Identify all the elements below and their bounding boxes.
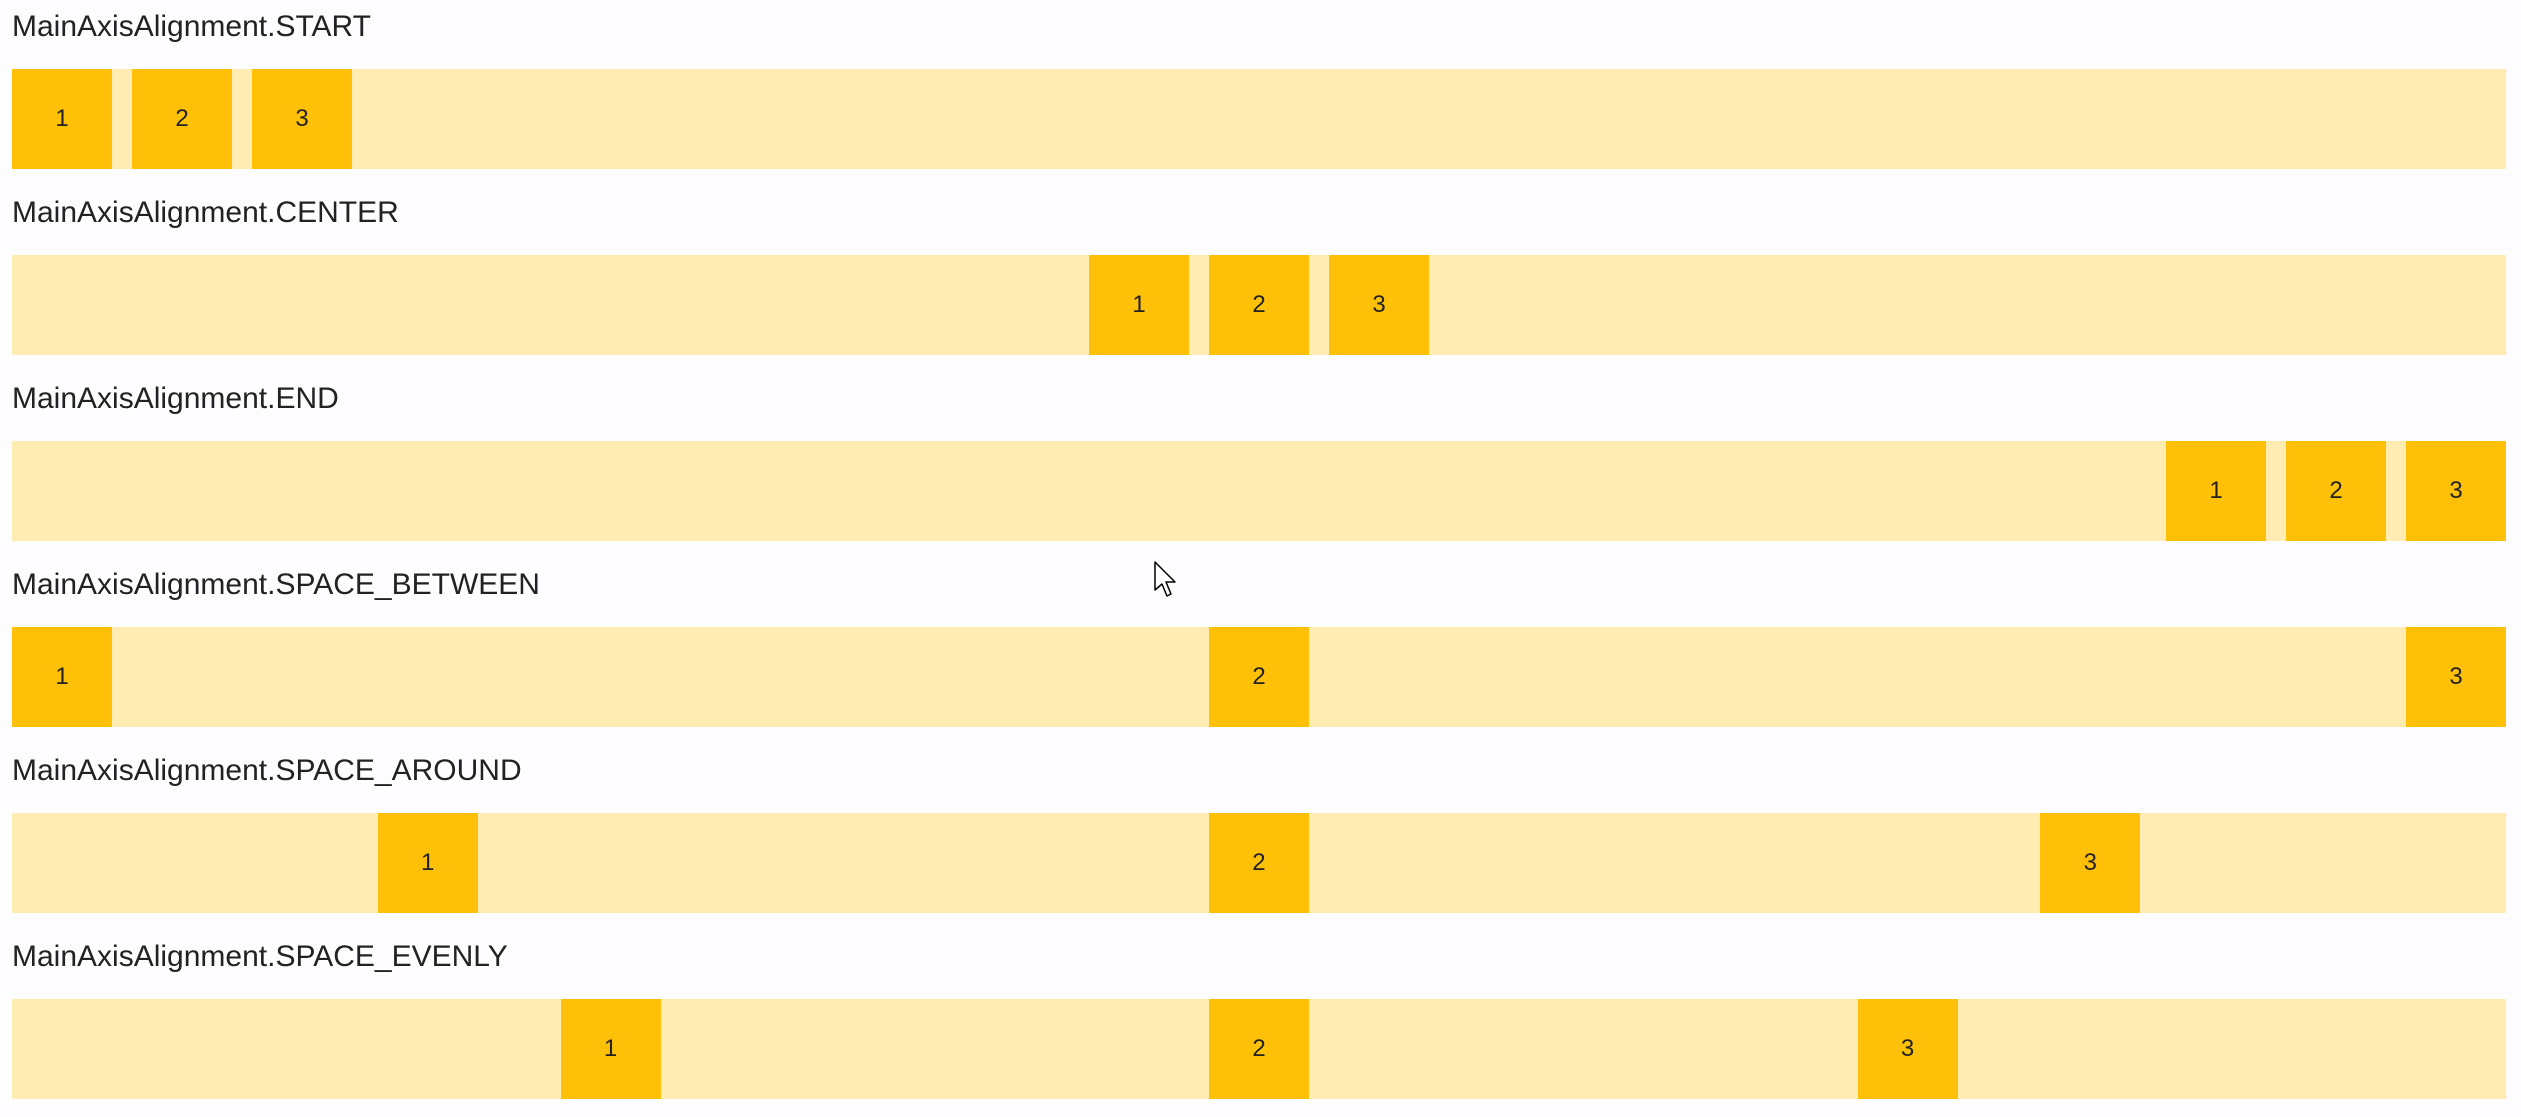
section-end: MainAxisAlignment.END 1 2 3: [12, 372, 2506, 541]
section-label: MainAxisAlignment.START: [12, 10, 372, 43]
item-box: 1: [2166, 441, 2266, 541]
section-center: MainAxisAlignment.CENTER 1 2 3: [12, 186, 2506, 355]
item-box: 2: [1209, 999, 1309, 1099]
item-box: 2: [2286, 441, 2386, 541]
item-box: 3: [1329, 255, 1429, 355]
item-box: 3: [2040, 813, 2141, 913]
item-box: 3: [252, 69, 352, 169]
item-box: 3: [1857, 999, 1958, 1099]
section-label: MainAxisAlignment.SPACE_AROUND: [12, 754, 522, 787]
item-box: 3: [2406, 627, 2506, 727]
section-start: MainAxisAlignment.START 1 2 3: [12, 0, 2506, 169]
section-space-between: MainAxisAlignment.SPACE_BETWEEN 1 2 3: [12, 558, 2506, 727]
item-box: 3: [2406, 441, 2506, 541]
item-box: 2: [1209, 627, 1309, 727]
mouse-cursor-icon: [1154, 561, 1176, 597]
item-box: 1: [377, 813, 478, 913]
item-box: 2: [1208, 813, 1309, 913]
section-space-around: MainAxisAlignment.SPACE_AROUND 1 2 3: [12, 744, 2506, 913]
row-container: 1 2 3: [12, 999, 2506, 1099]
item-box: 1: [560, 999, 661, 1099]
item-box: 2: [132, 69, 232, 169]
item-box: 1: [12, 627, 112, 727]
section-label: MainAxisAlignment.CENTER: [12, 196, 399, 229]
section-space-evenly: MainAxisAlignment.SPACE_EVENLY 1 2 3: [12, 930, 2506, 1099]
section-label: MainAxisAlignment.SPACE_EVENLY: [12, 940, 508, 973]
item-box: 1: [12, 69, 112, 169]
item-box: 1: [1089, 255, 1189, 355]
row-container: 1 2 3: [12, 813, 2506, 913]
section-label: MainAxisAlignment.END: [12, 382, 339, 415]
item-box: 2: [1209, 255, 1309, 355]
section-label: MainAxisAlignment.SPACE_BETWEEN: [12, 568, 540, 601]
row-container: 1 2 3: [12, 627, 2506, 727]
